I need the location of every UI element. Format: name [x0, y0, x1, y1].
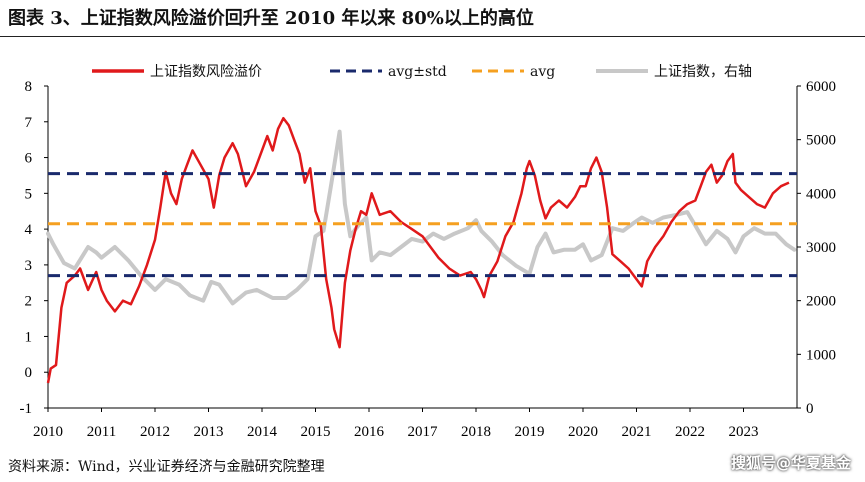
x-tick-label: 2018	[461, 424, 491, 440]
x-tick-label: 2017	[408, 424, 439, 440]
x-tick-label: 2014	[247, 424, 278, 440]
left-tick-label: 4	[25, 222, 33, 238]
left-tick-label: 2	[25, 294, 33, 310]
axes	[44, 85, 801, 412]
left-tick-label: 1	[25, 329, 33, 345]
left-tick-label: 8	[25, 79, 33, 95]
series-lines	[46, 116, 797, 384]
x-tick-label: 2011	[87, 424, 116, 440]
legend-label: 上证指数风险溢价	[150, 64, 262, 80]
left-tick-label: 5	[25, 186, 33, 202]
watermark: 搜狐号@华夏基金	[730, 454, 851, 472]
legend-risk-premium: 上证指数风险溢价	[92, 64, 262, 80]
title-rule	[0, 36, 865, 37]
right-tick-label: 3000	[806, 240, 836, 256]
left-tick-label: 6	[25, 151, 33, 167]
left-tick-label: 3	[25, 258, 33, 274]
legend-label: 上证指数，右轴	[654, 64, 752, 80]
x-tick-label: 2013	[194, 424, 224, 440]
source-note: 资料来源：Wind，兴业证券经济与金融研究院整理	[8, 459, 325, 475]
x-tick-label: 2010	[33, 424, 63, 440]
x-tick-label: 2022	[675, 424, 705, 440]
legend-label: avg±std	[388, 64, 447, 80]
x-tick-label: 2020	[568, 424, 598, 440]
legend-label: avg	[530, 64, 555, 80]
legend-avg-std: avg±std	[330, 64, 447, 80]
right-tick-label: 4000	[806, 186, 836, 202]
right-tick-label: 5000	[806, 133, 836, 149]
x-tick-label: 2021	[622, 424, 652, 440]
right-tick-label: 6000	[806, 79, 836, 95]
series-index-line	[46, 129, 797, 306]
left-tick-label: 0	[25, 365, 33, 381]
legend-index: 上证指数，右轴	[596, 64, 752, 80]
legend-avg: avg	[472, 64, 555, 80]
left-tick-label: 7	[25, 115, 33, 131]
right-tick-label: 2000	[806, 294, 836, 310]
tick-labels: -1 0 1 2 3 4 5 6 7 8 0 1000 2000 3000 4000 5000 6000 2010…	[20, 79, 837, 440]
x-tick-label: 2023	[729, 424, 759, 440]
legend: 上证指数风险溢价 avg±std avg 上证指数，右轴	[92, 64, 752, 80]
left-tick-label: -1	[20, 401, 33, 417]
right-tick-label: 0	[806, 401, 814, 417]
x-tick-label: 2019	[515, 424, 545, 440]
x-tick-label: 2016	[354, 424, 385, 440]
series-risk-premium-line	[46, 116, 790, 384]
right-tick-label: 1000	[806, 347, 836, 363]
x-tick-label: 2015	[301, 424, 331, 440]
chart-title: 图表 3、上证指数风险溢价回升至 2010 年以来 80%以上的高位	[8, 8, 534, 29]
x-tick-label: 2012	[140, 424, 170, 440]
